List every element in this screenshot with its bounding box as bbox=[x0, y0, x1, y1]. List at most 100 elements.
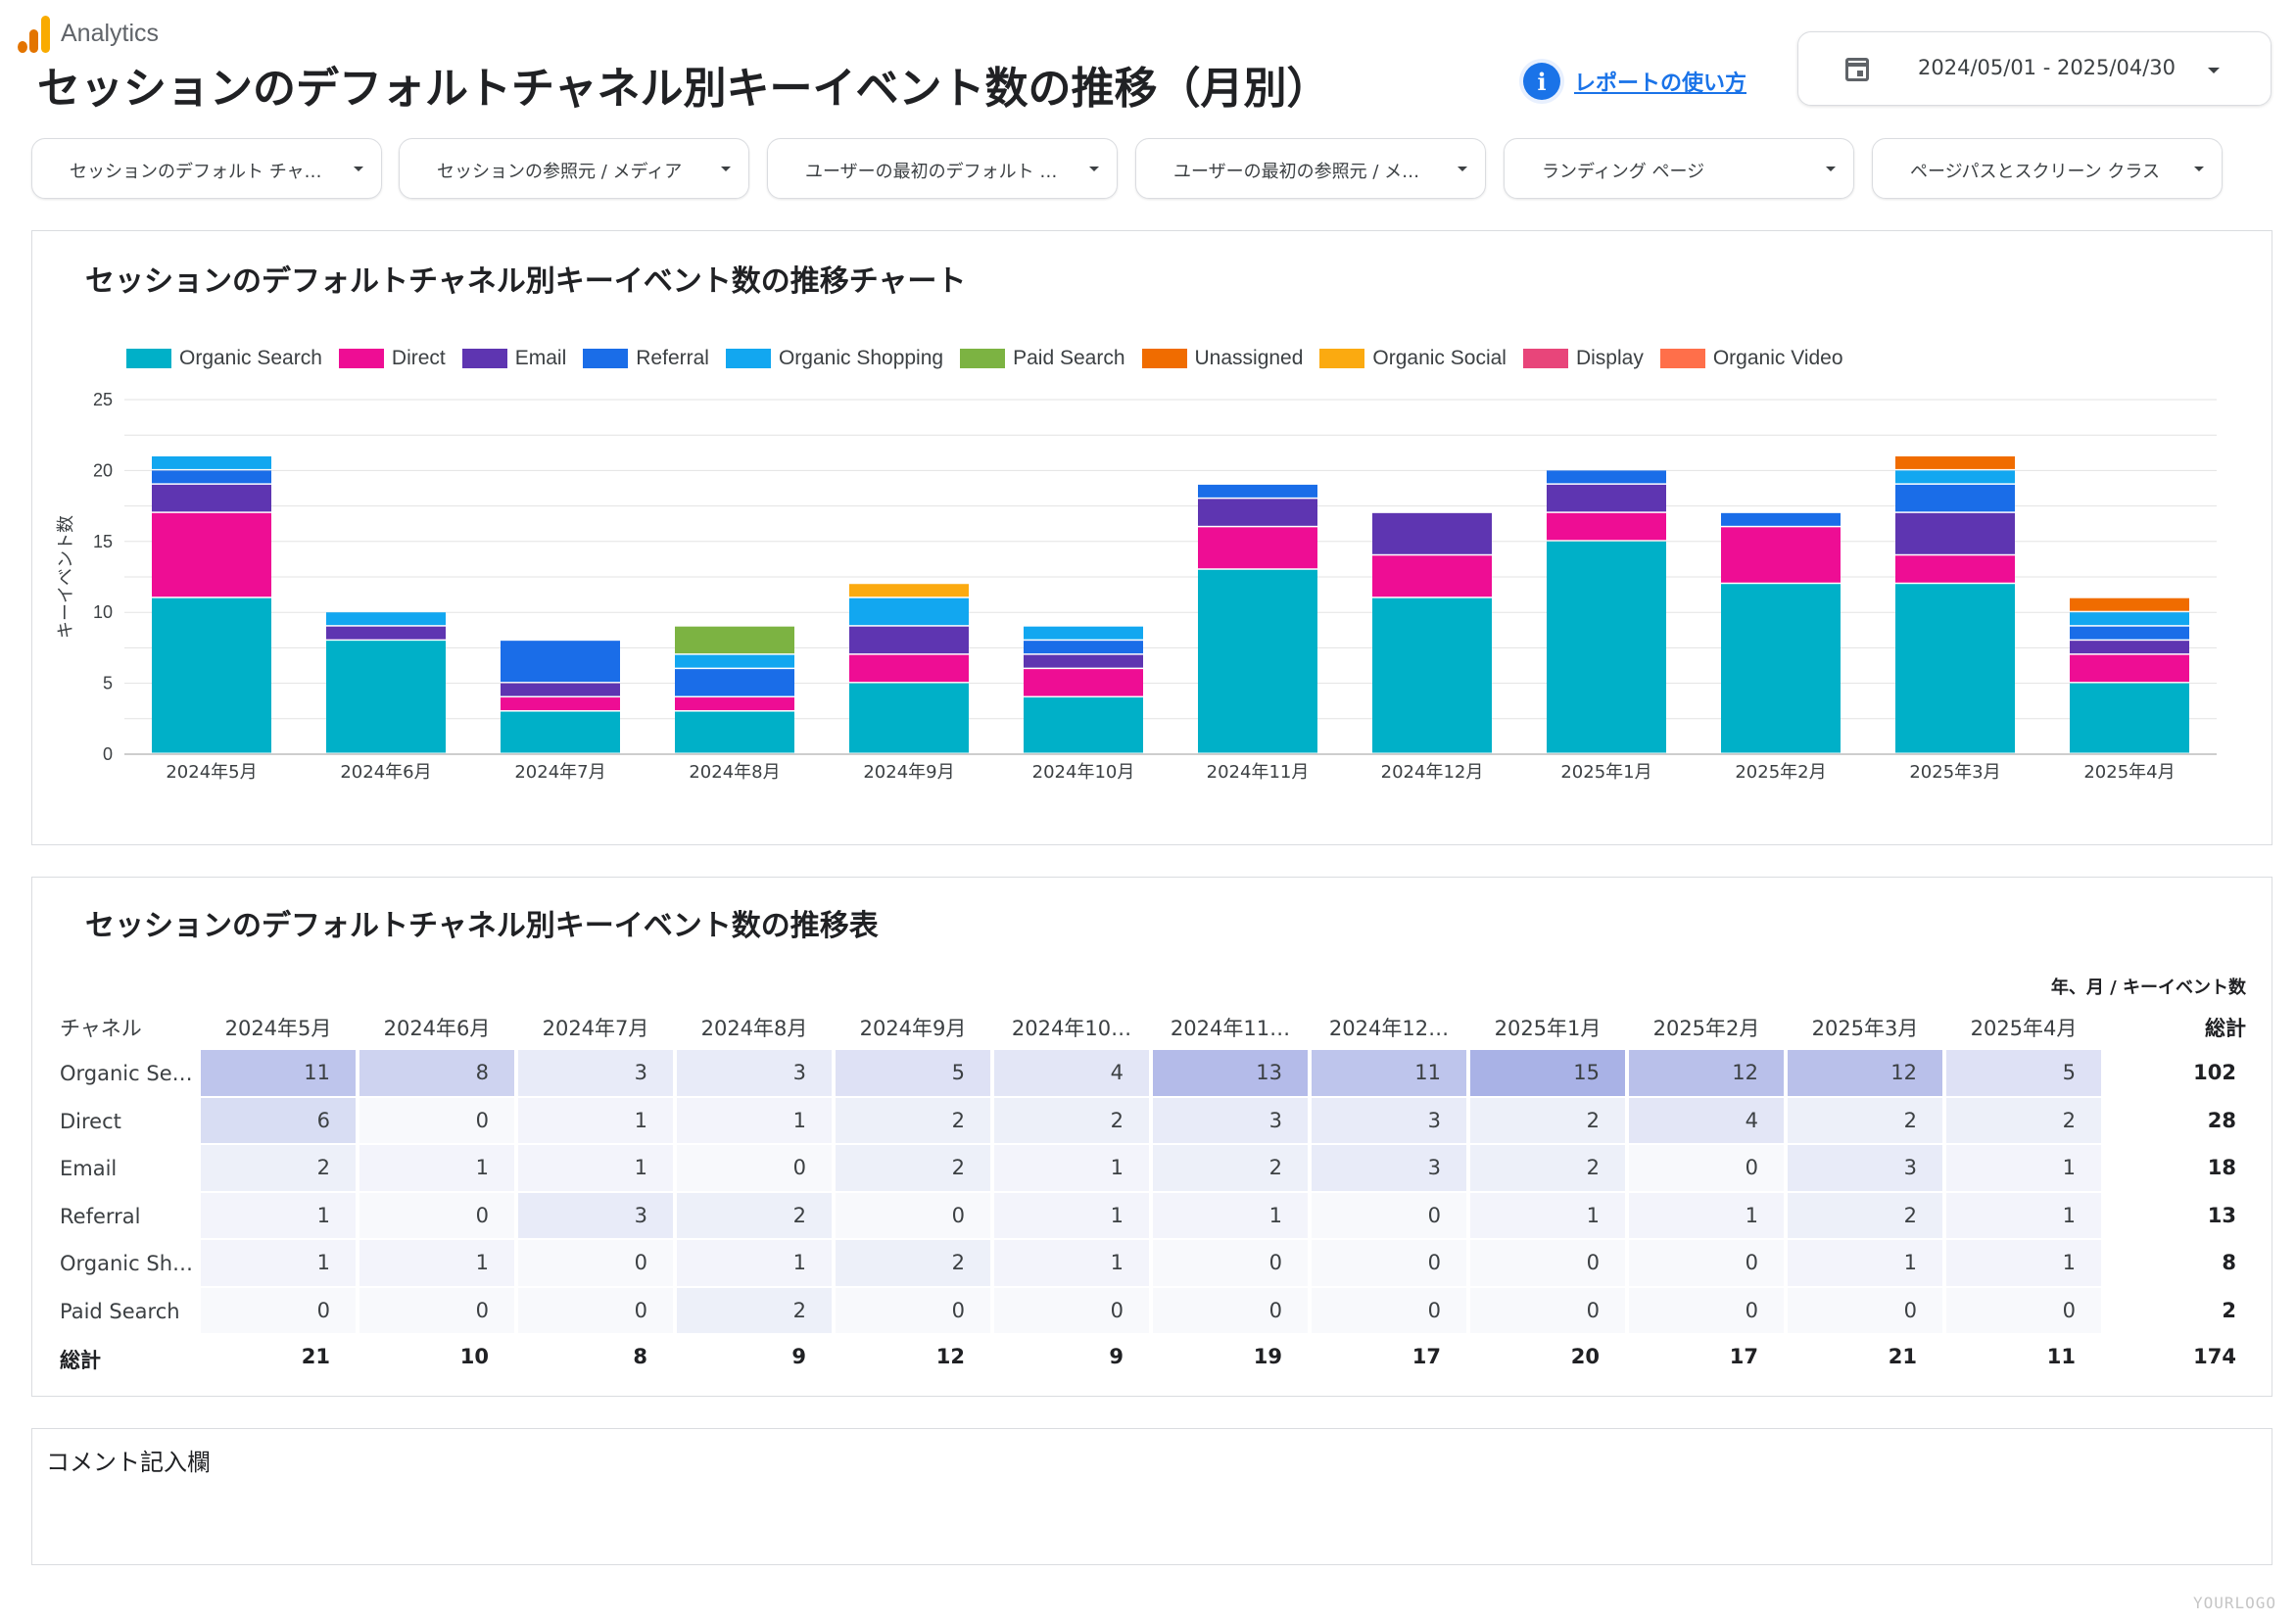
column-header-total[interactable]: 総計 bbox=[2205, 1017, 2246, 1040]
column-header-channel[interactable]: チャネル bbox=[60, 1017, 142, 1040]
help-link-group[interactable]: i レポートの使い方 bbox=[1523, 63, 1746, 100]
table-cell: 1 bbox=[994, 1145, 1149, 1191]
table-row-label[interactable]: Referral bbox=[60, 1204, 141, 1228]
filter-label: ユーザーの最初の参照元 / メ… bbox=[1173, 162, 1420, 182]
filter-label: セッションの参照元 / メディア bbox=[437, 162, 683, 182]
table-cell: 0 bbox=[1153, 1240, 1308, 1286]
x-tick-label: 2024年8月 bbox=[689, 762, 780, 783]
table-cell: 2 bbox=[1788, 1192, 1942, 1238]
table-cell: 0 bbox=[1153, 1287, 1308, 1333]
legend-item[interactable]: Organic Social bbox=[1319, 347, 1507, 370]
table-row-label[interactable]: Organic Sh… bbox=[60, 1252, 193, 1275]
table-cell: 5 bbox=[836, 1050, 990, 1096]
filter-dropdown[interactable]: ユーザーの最初のデフォルト … bbox=[767, 138, 1118, 199]
filter-dropdown[interactable]: ランディング ページ bbox=[1504, 138, 1854, 199]
legend-label: Organic Search bbox=[179, 347, 322, 369]
legend-swatch bbox=[1659, 349, 1705, 368]
bar-segment bbox=[1895, 512, 2015, 554]
legend-item[interactable]: Direct bbox=[338, 347, 446, 370]
x-tick-label: 2024年6月 bbox=[340, 762, 431, 783]
table-cell: 2 bbox=[1470, 1097, 1625, 1143]
column-total: 21 bbox=[1888, 1345, 1917, 1368]
column-header[interactable]: 2024年8月 bbox=[700, 1017, 808, 1040]
chevron-down-icon[interactable] bbox=[1458, 167, 1467, 171]
chevron-down-icon[interactable] bbox=[1089, 167, 1099, 171]
table-cell: 0 bbox=[1312, 1192, 1466, 1238]
table-row-label[interactable]: Paid Search bbox=[60, 1299, 180, 1323]
date-range-picker[interactable]: 2024/05/01 - 2025/04/30 bbox=[1797, 31, 2272, 106]
row-total: 13 bbox=[2207, 1203, 2236, 1227]
chevron-down-icon[interactable] bbox=[1826, 167, 1836, 171]
column-header[interactable]: 2025年1月 bbox=[1494, 1017, 1602, 1040]
table-cell: 0 bbox=[201, 1287, 356, 1333]
bar-segment bbox=[2070, 597, 2189, 611]
table-cell: 1 bbox=[201, 1192, 356, 1238]
table-cell: 1 bbox=[518, 1145, 673, 1191]
column-header[interactable]: 2024年10… bbox=[1011, 1017, 1132, 1040]
column-total: 21 bbox=[301, 1345, 330, 1368]
table-cell: 3 bbox=[518, 1050, 673, 1096]
column-header[interactable]: 2025年3月 bbox=[1811, 1017, 1919, 1040]
legend-swatch bbox=[1522, 349, 1568, 368]
bar-segment bbox=[2070, 654, 2189, 683]
bar-segment bbox=[1895, 484, 2015, 512]
table-row-label[interactable]: Email bbox=[60, 1157, 118, 1180]
table-cell: 2 bbox=[677, 1192, 832, 1238]
column-header[interactable]: 2024年12… bbox=[1328, 1017, 1450, 1040]
table-row-label[interactable]: Direct bbox=[60, 1109, 121, 1133]
filter-dropdown[interactable]: ユーザーの最初の参照元 / メ… bbox=[1135, 138, 1486, 199]
column-header[interactable]: 2024年11… bbox=[1170, 1017, 1291, 1040]
column-header[interactable]: 2024年9月 bbox=[859, 1017, 967, 1040]
table-cell: 11 bbox=[201, 1050, 356, 1096]
bar-segment bbox=[152, 455, 271, 469]
legend-item[interactable]: Organic Video bbox=[1659, 347, 1843, 370]
chevron-down-icon[interactable] bbox=[354, 167, 363, 171]
legend-item[interactable]: Organic Shopping bbox=[725, 347, 943, 370]
calendar-icon bbox=[1845, 58, 1869, 81]
bar-segment bbox=[2070, 626, 2189, 640]
comment-panel: コメント記入欄 bbox=[31, 1428, 2272, 1565]
chevron-down-icon[interactable] bbox=[721, 167, 731, 171]
x-tick-label: 2024年10月 bbox=[1032, 762, 1135, 783]
table-cell: 2 bbox=[1946, 1097, 2101, 1143]
legend-item[interactable]: Email bbox=[461, 347, 566, 370]
table-cell: 4 bbox=[1629, 1097, 1784, 1143]
filter-label: セッションのデフォルト チャ… bbox=[70, 162, 322, 182]
table-cell: 12 bbox=[1629, 1050, 1784, 1096]
filter-dropdown[interactable]: セッションのデフォルト チャ… bbox=[31, 138, 382, 199]
bar-segment bbox=[1198, 569, 1317, 753]
filter-dropdown[interactable]: ページパスとスクリーン クラス bbox=[1872, 138, 2223, 199]
bar-segment bbox=[326, 612, 446, 626]
bar-segment bbox=[849, 626, 969, 654]
legend-item[interactable]: Display bbox=[1522, 347, 1644, 370]
x-tick-label: 2025年4月 bbox=[2083, 762, 2175, 783]
column-total: 9 bbox=[791, 1345, 806, 1368]
table-row-label[interactable]: Organic Se… bbox=[60, 1062, 193, 1085]
legend-swatch bbox=[725, 349, 771, 368]
column-header[interactable]: 2024年7月 bbox=[542, 1017, 649, 1040]
legend-item[interactable]: Referral bbox=[583, 347, 709, 370]
table-cell: 0 bbox=[1788, 1287, 1942, 1333]
table-cell: 0 bbox=[1312, 1240, 1466, 1286]
report-help-link[interactable]: レポートの使い方 bbox=[1574, 72, 1747, 96]
legend-swatch bbox=[1141, 349, 1187, 368]
column-header[interactable]: 2024年6月 bbox=[383, 1017, 491, 1040]
bar-segment bbox=[1895, 470, 2015, 484]
legend-item[interactable]: Paid Search bbox=[960, 347, 1125, 370]
chevron-down-icon[interactable] bbox=[2194, 167, 2204, 171]
table-cell: 0 bbox=[518, 1240, 673, 1286]
table-cell: 0 bbox=[518, 1287, 673, 1333]
info-icon[interactable]: i bbox=[1523, 63, 1560, 100]
bar-segment bbox=[1547, 484, 1666, 512]
legend-item[interactable]: Organic Search bbox=[126, 347, 322, 370]
column-header[interactable]: 2025年4月 bbox=[1970, 1017, 2078, 1040]
column-header[interactable]: 2025年2月 bbox=[1652, 1017, 1760, 1040]
dimension-caption: 年、月 / キーイベント数 bbox=[2050, 978, 2246, 998]
bar-segment bbox=[1198, 484, 1317, 498]
column-total: 8 bbox=[633, 1345, 647, 1368]
chevron-down-icon[interactable] bbox=[2208, 68, 2220, 73]
legend-item[interactable]: Unassigned bbox=[1141, 347, 1303, 370]
x-tick-label: 2025年2月 bbox=[1735, 762, 1826, 783]
column-header[interactable]: 2024年5月 bbox=[224, 1017, 332, 1040]
filter-dropdown[interactable]: セッションの参照元 / メディア bbox=[399, 138, 749, 199]
